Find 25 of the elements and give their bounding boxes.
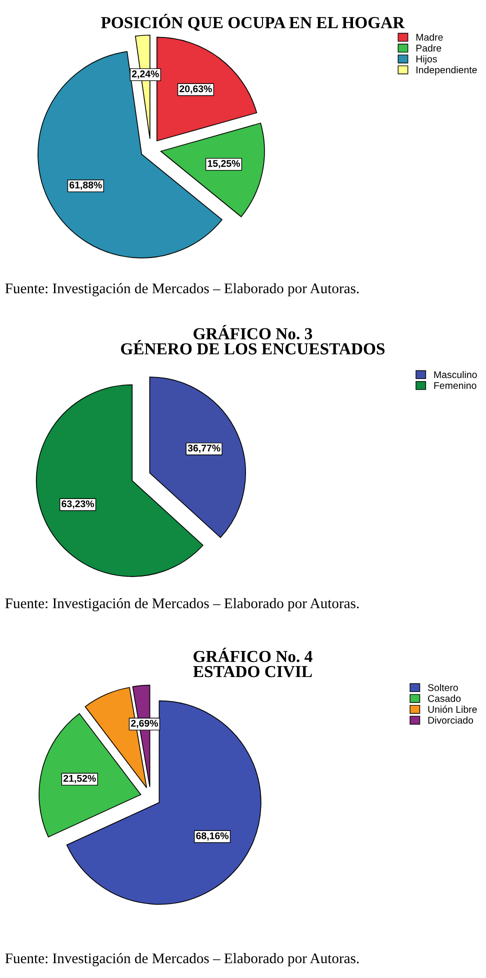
source-note: Fuente: Investigación de Mercados – Elaborado por Autoras.: [5, 283, 359, 296]
data-label: 20,63%: [180, 85, 212, 94]
legend-label: Independiente: [416, 66, 477, 76]
data-label: 15,25%: [208, 160, 240, 168]
legend-label: Madre: [416, 34, 443, 41]
source-note: Fuente: Investigación de Mercados – Elaborado por Autoras.: [5, 598, 359, 612]
data-label: 61,88%: [70, 182, 102, 190]
legend-label: Casado: [428, 694, 461, 702]
chart-title: GRÁFICO No. 4 ESTADO CIVIL: [193, 648, 312, 678]
data-label: 21,52%: [63, 774, 96, 784]
data-label: 2,24%: [132, 70, 159, 79]
chart-title: POSICIÓN QUE OCUPA EN EL HOGAR: [101, 14, 405, 31]
data-label: 68,16%: [196, 832, 229, 841]
chart-title: GRÁFICO No. 3 GÉNERO DE LOS ENCUESTADOS: [121, 324, 385, 354]
legend-label: Padre: [416, 44, 442, 52]
legend-label: Divorciado: [428, 716, 474, 724]
legend-label: Femenino: [434, 382, 476, 389]
data-label: 36,77%: [188, 444, 220, 453]
legend-label: Hijos: [416, 55, 437, 64]
legend-label: Soltero: [428, 684, 458, 692]
source-note: Fuente: Investigación de Mercados – Elaborado por Autoras.: [5, 952, 359, 966]
data-label: 63,23%: [62, 500, 94, 509]
legend-label: Masculino: [434, 370, 477, 378]
data-label: 2,69%: [131, 720, 158, 728]
legend-label: Unión Libre: [428, 706, 477, 713]
